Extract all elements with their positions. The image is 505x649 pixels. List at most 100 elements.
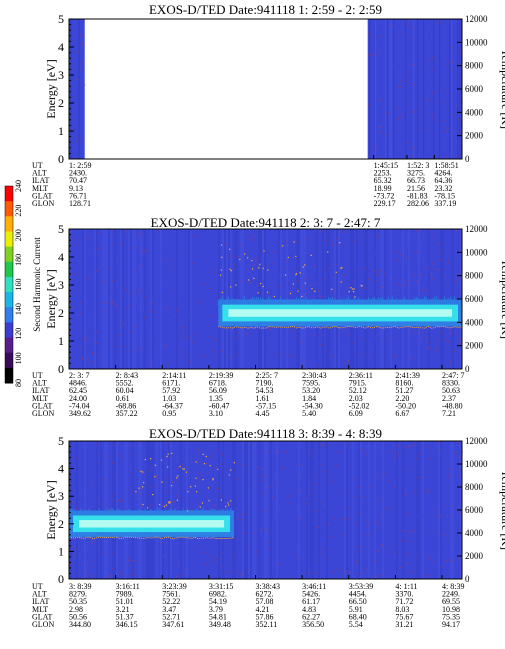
noise-dot [213,503,215,505]
noise-dot [250,281,252,283]
noise-dot [380,478,382,480]
noise-dot [296,551,298,553]
colorbar-tick-label: 80 [14,379,23,387]
noise-dot [302,297,304,299]
noise-dot [429,341,431,343]
noise-dot [451,68,453,70]
noise-dot [426,63,428,65]
noise-dot [209,288,211,290]
trace-dot [142,471,144,473]
y-tick-label: 4 [58,40,64,54]
ephemeris-value: 23.32 [434,184,452,193]
noise-dot [387,480,389,482]
noise-dot [241,513,243,515]
noise-dot [432,278,434,280]
noise-dot [315,474,317,476]
noise-dot [324,534,326,536]
trace-dot [260,282,262,285]
noise-dot [379,577,381,579]
y2-tick-label: 4000 [465,528,484,538]
ephemeris-value: 52.22 [162,597,180,606]
noise-dot [107,572,109,574]
noise-dot [293,257,295,259]
noise-dot [95,248,97,250]
ephemeris-value: 5.91 [349,605,363,614]
noise-dot [456,155,458,157]
noise-dot [440,516,442,518]
noise-dot [234,264,236,266]
trace-dot [220,244,223,246]
noise-dot [413,110,415,112]
ephemeris-value: 70.47 [69,176,87,185]
noise-dot [80,347,82,349]
ephemeris-value: 3.47 [162,605,176,614]
noise-dot [80,70,82,72]
noise-dot [427,527,429,529]
noise-dot [280,364,282,366]
noise-dot [359,486,361,488]
ephemeris-label: ILAT [32,176,49,185]
noise-dot [375,520,377,522]
trace-dot [230,270,232,272]
noise-dot [304,360,306,362]
noise-dot [277,451,279,453]
noise-dot [328,267,330,269]
noise-dot [309,487,311,489]
noise-dot [437,242,439,244]
noise-dot [371,576,373,578]
ephemeris-value: 0.61 [116,394,130,403]
noise-dot [348,360,350,362]
noise-dot [275,473,277,475]
noise-dot [353,477,355,479]
y-axis-label: Energy [eV] [44,269,58,328]
noise-dot [117,453,119,455]
noise-dot [330,236,332,238]
noise-dot [251,239,253,241]
noise-dot [288,495,290,497]
trace-dot [187,510,189,512]
noise-dot [109,508,111,510]
trace-dot [339,242,341,244]
trace-dot [247,257,249,259]
noise-dot [316,229,318,231]
noise-dot [75,272,77,274]
noise-dot [133,568,135,570]
noise-dot [73,538,75,540]
noise-dot [273,285,275,287]
noise-dot [238,332,240,334]
noise-dot [299,518,301,520]
noise-dot [177,490,179,492]
noise-dot [75,548,77,550]
ephemeris-value: -81.83 [407,191,428,200]
noise-dot [74,89,76,91]
trace-dot [220,499,223,501]
noise-dot [368,523,370,525]
trace-dot [266,291,269,293]
noise-dot [273,493,275,495]
noise-dot [460,131,462,133]
trace-dot [293,241,295,243]
noise-dot [426,97,428,99]
noise-dot [131,491,133,493]
y-tick-label: 1 [58,544,64,558]
trace-dot [170,484,173,487]
trace-dot [299,272,301,274]
noise-dot [131,472,133,474]
noise-dot [316,283,318,285]
noise-dot [381,286,383,288]
ephemeris-value: 7989. [116,590,134,599]
noise-dot [129,573,131,575]
noise-dot [293,268,295,270]
noise-dot [225,548,227,550]
noise-dot [344,274,346,276]
y-tick-label: 5 [58,222,64,236]
noise-dot [327,444,329,446]
noise-dot [381,449,383,451]
noise-dot [450,543,452,545]
trace-dot [248,279,250,281]
noise-dot [428,269,430,271]
ephemeris-value: 344.80 [69,620,91,629]
noise-dot [215,296,217,298]
noise-dot [363,237,365,239]
